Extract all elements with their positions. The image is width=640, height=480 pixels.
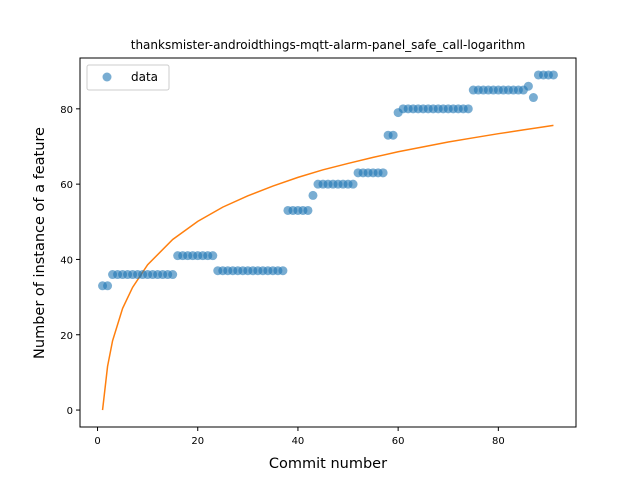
x-tick-label: 80 — [492, 436, 505, 447]
legend-label-data: data — [131, 70, 158, 84]
fit-line — [101, 124, 554, 411]
data-point — [528, 93, 538, 103]
chart-title: thanksmister-androidthings-mqtt-alarm-pa… — [131, 38, 526, 52]
plot-area: 0 20 40 60 80 0 20 40 60 80 — [60, 57, 577, 447]
y-tick-label: 40 — [60, 255, 73, 266]
y-tick-label: 0 — [67, 406, 73, 417]
legend: data — [86, 64, 170, 91]
x-tick-label: 40 — [292, 436, 305, 447]
data-point — [348, 179, 358, 189]
y-tick-label: 80 — [60, 105, 73, 116]
x-tick-label: 0 — [94, 436, 100, 447]
data-point — [103, 281, 113, 291]
y-axis-label: Number of instance of a feature — [32, 127, 48, 359]
x-tick-label: 20 — [191, 436, 204, 447]
axes-frame — [79, 57, 577, 428]
y-tick-label: 20 — [60, 331, 73, 342]
x-axis-label: Commit number — [269, 456, 387, 472]
x-tick-label: 60 — [392, 436, 405, 447]
data-point — [463, 104, 473, 114]
data-point — [303, 205, 313, 215]
data-point — [548, 70, 558, 80]
data-point — [523, 81, 533, 91]
legend-box — [86, 64, 170, 91]
y-tick-label: 60 — [60, 180, 73, 191]
data-point — [278, 266, 288, 276]
data-point — [208, 251, 218, 261]
legend-marker-data — [102, 72, 112, 82]
data-point — [388, 130, 398, 140]
data-point — [308, 190, 318, 200]
data-point — [378, 168, 388, 178]
data-point — [168, 270, 178, 280]
